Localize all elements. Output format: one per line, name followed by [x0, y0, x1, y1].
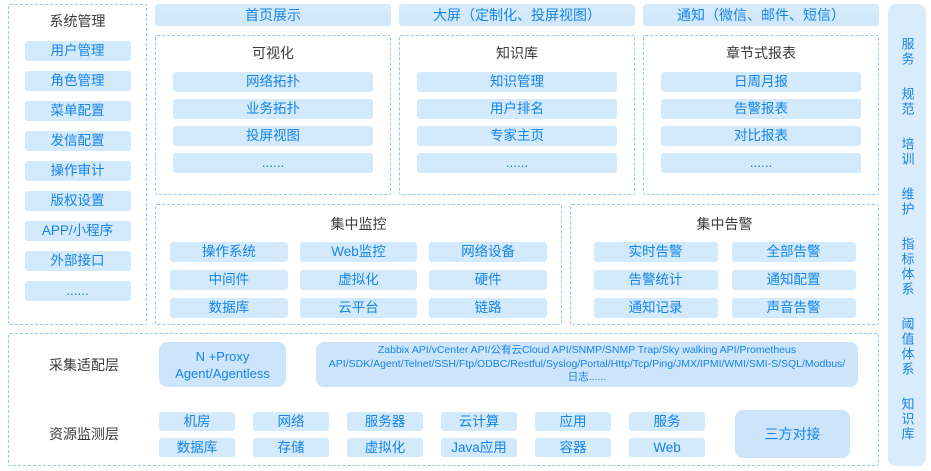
- top-button-row: 首页展示 大屏（定制化、投屏视图） 通知（微信、邮件、短信）: [155, 4, 879, 26]
- bottom-layers-panel: 采集适配层 N +Proxy Agent/Agentless Zabbix AP…: [8, 333, 879, 466]
- web-resource-button[interactable]: Web: [629, 437, 705, 457]
- third-party-button[interactable]: 三方对接: [735, 410, 850, 458]
- service-button[interactable]: 服务: [629, 411, 705, 431]
- server-button[interactable]: 服务器: [347, 411, 423, 431]
- adapter-layer-row: 采集适配层 N +Proxy Agent/Agentless Zabbix AP…: [9, 342, 858, 387]
- central-monitoring-title: 集中监控: [330, 216, 387, 232]
- java-app-button[interactable]: Java应用: [441, 437, 517, 457]
- web-monitor-button[interactable]: Web监控: [299, 242, 418, 262]
- all-alarm-button[interactable]: 全部告警: [731, 242, 856, 262]
- network-button[interactable]: 网络: [253, 411, 329, 431]
- visualization-more-button[interactable]: ......: [173, 153, 373, 173]
- proxy-agent-button[interactable]: N +Proxy Agent/Agentless: [159, 342, 286, 387]
- alarm-grid: 实时告警 全部告警 告警统计 通知配置 通知记录 声音告警: [593, 242, 856, 318]
- virtualization-monitor-button[interactable]: 虚拟化: [299, 270, 418, 290]
- sidebar-item-copyright-settings[interactable]: 版权设置: [24, 191, 131, 211]
- os-monitor-button[interactable]: 操作系统: [170, 242, 288, 262]
- sidebar-item-more[interactable]: ......: [24, 281, 131, 301]
- sound-alarm-button[interactable]: 声音告警: [731, 298, 856, 318]
- proxy-line1: N +Proxy: [195, 348, 250, 364]
- notify-config-button[interactable]: 通知配置: [731, 270, 856, 290]
- knowledge-base-box: 知识库 知识管理 用户排名 专家主页 ......: [399, 35, 635, 195]
- projection-view-button[interactable]: 投屏视图: [173, 126, 373, 146]
- big-screen-button[interactable]: 大屏（定制化、投屏视图）: [399, 4, 635, 26]
- daily-weekly-monthly-report-button[interactable]: 日周月报: [661, 72, 861, 92]
- central-monitoring-box: 集中监控 操作系统 Web监控 网络设备 中间件 虚拟化 硬件 数据库 云平台 …: [155, 204, 562, 325]
- proxy-line2: Agent/Agentless: [175, 365, 270, 381]
- monitoring-grid: 操作系统 Web监控 网络设备 中间件 虚拟化 硬件 数据库 云平台 链路: [170, 242, 547, 318]
- user-ranking-button[interactable]: 用户排名: [417, 99, 617, 119]
- business-topology-button[interactable]: 业务拓扑: [173, 99, 373, 119]
- middleware-button[interactable]: 中间件: [170, 270, 288, 290]
- rail-item-indicator-system: 指标体系: [899, 237, 915, 297]
- middle-column: 首页展示 大屏（定制化、投屏视图） 通知（微信、邮件、短信） 可视化 网络拓扑 …: [155, 4, 879, 325]
- notify-record-button[interactable]: 通知记录: [593, 298, 718, 318]
- report-title: 章节式报表: [726, 45, 796, 61]
- expert-homepage-button[interactable]: 专家主页: [417, 126, 617, 146]
- application-button[interactable]: 应用: [535, 411, 611, 431]
- link-button[interactable]: 链路: [429, 298, 547, 318]
- visualization-title: 可视化: [252, 45, 294, 61]
- database-monitor-button[interactable]: 数据库: [170, 298, 288, 318]
- home-display-button[interactable]: 首页展示: [155, 4, 391, 26]
- system-management-panel: 系统管理 用户管理 角色管理 菜单配置 发信配置 操作审计 版权设置 APP/小…: [8, 4, 147, 325]
- sidebar-item-user-management[interactable]: 用户管理: [24, 41, 131, 61]
- report-more-button[interactable]: ......: [661, 153, 861, 173]
- realtime-alarm-button[interactable]: 实时告警: [593, 242, 718, 262]
- knowledge-base-title: 知识库: [496, 45, 538, 61]
- sidebar-item-external-interface[interactable]: 外部接口: [24, 251, 131, 271]
- api-protocols-button[interactable]: Zabbix API/vCenter API/公有云Cloud API/SNMP…: [316, 342, 858, 387]
- comparison-report-button[interactable]: 对比报表: [661, 126, 861, 146]
- rail-item-training: 培训: [899, 137, 915, 167]
- sidebar-item-operation-audit[interactable]: 操作审计: [24, 161, 131, 181]
- cloud-platform-button[interactable]: 云平台: [299, 298, 418, 318]
- server-room-button[interactable]: 机房: [159, 411, 235, 431]
- network-device-button[interactable]: 网络设备: [429, 242, 547, 262]
- knowledge-management-button[interactable]: 知识管理: [417, 72, 617, 92]
- adapter-layer-label: 采集适配层: [49, 356, 119, 373]
- rail-item-service: 服务: [899, 37, 915, 67]
- database-resource-button[interactable]: 数据库: [159, 437, 235, 457]
- rail-item-standard: 规范: [899, 87, 915, 117]
- sidebar-item-role-management[interactable]: 角色管理: [24, 71, 131, 91]
- top-section: 系统管理 用户管理 角色管理 菜单配置 发信配置 操作审计 版权设置 APP/小…: [8, 4, 879, 325]
- central-alarm-title: 集中告警: [696, 216, 753, 232]
- visualization-box: 可视化 网络拓扑 业务拓扑 投屏视图 ......: [155, 35, 391, 195]
- alarm-report-button[interactable]: 告警报表: [661, 99, 861, 119]
- storage-button[interactable]: 存储: [253, 437, 329, 457]
- monitor-alarm-row: 集中监控 操作系统 Web监控 网络设备 中间件 虚拟化 硬件 数据库 云平台 …: [155, 204, 879, 325]
- alarm-statistics-button[interactable]: 告警统计: [593, 270, 718, 290]
- system-management-title: 系统管理: [49, 13, 106, 29]
- knowledge-more-button[interactable]: ......: [417, 153, 617, 173]
- rail-item-threshold-system: 阈值体系: [899, 317, 915, 377]
- sidebar-item-menu-config[interactable]: 菜单配置: [24, 101, 131, 121]
- cloud-computing-button[interactable]: 云计算: [441, 411, 517, 431]
- hardware-button[interactable]: 硬件: [429, 270, 547, 290]
- sidebar-item-app-miniprogram[interactable]: APP/小程序: [24, 221, 131, 241]
- resource-layer-label: 资源监测层: [49, 426, 119, 442]
- resource-grid: 机房 网络 服务器 云计算 应用 服务 数据库 存储 虚拟化 Java应用 容器…: [159, 411, 705, 457]
- virtualization-resource-button[interactable]: 虚拟化: [347, 437, 423, 457]
- container-button[interactable]: 容器: [535, 437, 611, 457]
- right-service-rail: 服务 规范 培训 维护 指标体系 阈值体系 知识库: [888, 4, 926, 466]
- report-box: 章节式报表 日周月报 告警报表 对比报表 ......: [643, 35, 879, 195]
- rail-item-maintenance: 维护: [899, 187, 915, 217]
- central-alarm-box: 集中告警 实时告警 全部告警 告警统计 通知配置 通知记录 声音告警: [570, 204, 879, 325]
- feature-row: 可视化 网络拓扑 业务拓扑 投屏视图 ...... 知识库 知识管理 用户排名 …: [155, 35, 879, 195]
- notification-button[interactable]: 通知（微信、邮件、短信）: [643, 4, 879, 26]
- sidebar-item-mail-config[interactable]: 发信配置: [24, 131, 131, 151]
- rail-item-knowledge-base: 知识库: [899, 397, 915, 442]
- resource-layer-row: 资源监测层 机房 网络 服务器 云计算 应用 服务 数据库 存储 虚拟化 Jav…: [9, 410, 858, 458]
- main-area: 系统管理 用户管理 角色管理 菜单配置 发信配置 操作审计 版权设置 APP/小…: [8, 4, 879, 466]
- network-topology-button[interactable]: 网络拓扑: [173, 72, 373, 92]
